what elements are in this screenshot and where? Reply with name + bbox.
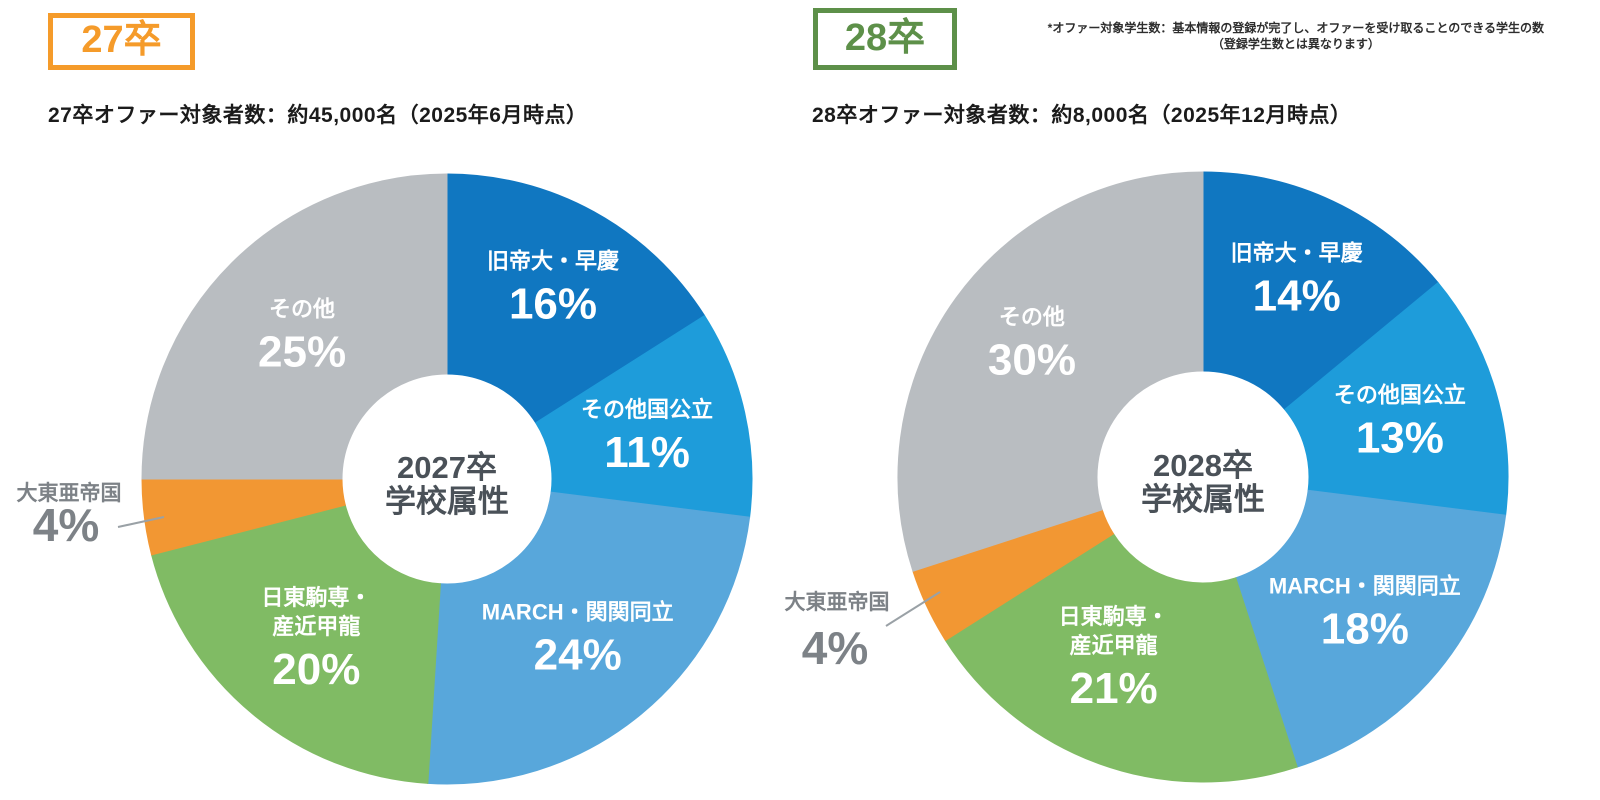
donut-1-segment-0-pct: 14%	[1253, 271, 1341, 320]
donut-1-segment-2-name: MARCH・関関同立	[1269, 573, 1461, 598]
donut-0-leader-line	[117, 516, 165, 528]
donut-0-segment-1	[534, 314, 753, 518]
donut-1-segment-1-pct: 13%	[1356, 413, 1444, 462]
donut-1-segment-1-name: その他国公立	[1334, 382, 1466, 407]
grad-year-badge-27: 27卒	[48, 13, 195, 70]
donut-1-center-line-2: 学校属性	[1141, 482, 1265, 517]
donut-0-segment-1-name: その他国公立	[581, 397, 713, 422]
donut-0-segment-3-name: 産近甲龍	[272, 614, 360, 639]
donut-0-segment-2-name: MARCH・関関同立	[482, 599, 674, 624]
donut-1-segment-3	[944, 533, 1298, 783]
donut-0-segment-0	[446, 173, 706, 424]
donut-1-segment-2	[1235, 489, 1507, 768]
donut-1-segment-0	[1202, 171, 1439, 411]
donut-1-segment-2-pct: 18%	[1321, 604, 1409, 653]
donut-0-segment-5-pct: 25%	[258, 328, 346, 377]
donut-0-segment-0-name: 旧帝大・早慶	[487, 249, 619, 274]
donut-1-segment-3-pct: 21%	[1070, 664, 1158, 713]
donut-1-segment-5-name: その他	[999, 304, 1065, 329]
donut-0-segment-3-pct: 20%	[272, 645, 360, 694]
donut-1-outside-label-name: 大東亜帝国	[785, 590, 890, 614]
donut-0-segment-2-pct: 24%	[534, 630, 622, 679]
donut-0-center-line-1: 2027卒	[397, 450, 497, 485]
donut-0-segment-1-pct: 11%	[604, 428, 690, 477]
donut-0-outside-label-name: 大東亜帝国	[17, 481, 122, 505]
chart-title-27: 27卒オファー対象者数：約45,000名（2025年6月時点）	[48, 104, 588, 127]
footnote-line-2: （登録学生数とは異なります）	[1211, 37, 1380, 51]
donut-0-center-line-2: 学校属性	[385, 484, 509, 519]
donut-1-segment-0-name: 旧帝大・早慶	[1231, 240, 1363, 265]
donut-1-segment-3-name: 産近甲龍	[1070, 633, 1158, 658]
donut-1-segment-3-name: 日東駒専・	[1059, 604, 1169, 629]
footnote: *オファー対象学生数：基本情報の登録が完了し、オファーを受け取ることのできる学生…	[1048, 20, 1544, 52]
grad-year-badge-28: 28卒	[813, 8, 957, 70]
footnote-line-1: *オファー対象学生数：基本情報の登録が完了し、オファーを受け取ることのできる学生…	[1047, 21, 1544, 35]
donut-0-segment-0-pct: 16%	[509, 280, 597, 329]
donut-1-outside-label-pct: 4%	[802, 622, 868, 674]
donut-1-segment-5	[897, 171, 1204, 572]
donut-0-segment-5-name: その他	[269, 297, 335, 322]
donut-0-segment-5	[141, 173, 448, 480]
donut-1-leader-line	[885, 591, 941, 627]
donut-0-outside-label-pct: 4%	[33, 499, 99, 551]
donut-0-segment-3	[150, 504, 441, 784]
donut-0-segment-3-name: 日東駒専・	[261, 585, 371, 610]
donut-1-center-line-1: 2028卒	[1153, 448, 1253, 483]
donut-1-segment-1	[1283, 281, 1509, 516]
donut-1-segment-5-pct: 30%	[988, 335, 1076, 384]
donut-0-segment-2	[427, 491, 751, 785]
chart-title-28: 28卒オファー対象者数：約8,000名（2025年12月時点）	[812, 104, 1352, 127]
